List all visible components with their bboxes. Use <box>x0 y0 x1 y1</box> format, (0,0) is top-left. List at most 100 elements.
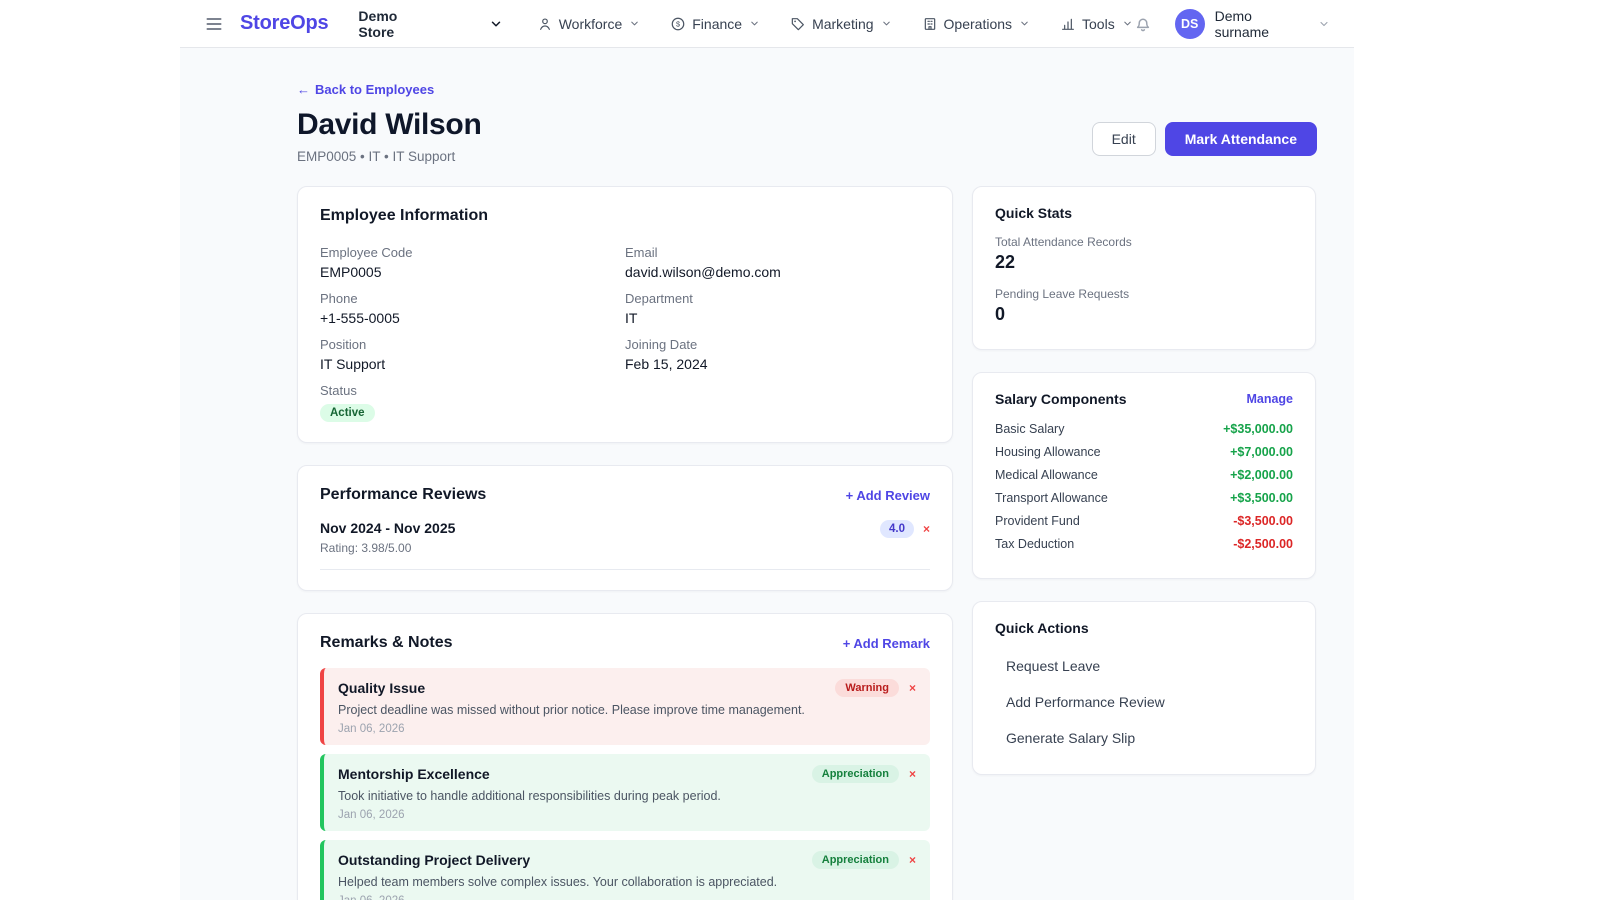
nav-label: Operations <box>943 15 1013 32</box>
back-to-employees-link[interactable]: ← Back to Employees <box>297 82 434 97</box>
salary-row-transport-allowance: Transport Allowance +$3,500.00 <box>995 491 1293 505</box>
quick-actions-list: Request Leave Add Performance Review Gen… <box>995 648 1293 756</box>
edit-button[interactable]: Edit <box>1091 122 1156 156</box>
salary-row-tax-deduction: Tax Deduction -$2,500.00 <box>995 537 1293 551</box>
salary-rows: Basic Salary +$35,000.00 Housing Allowan… <box>995 422 1293 551</box>
chevron-down-icon[interactable] <box>1318 18 1330 30</box>
status-badge: Active <box>320 404 375 422</box>
chevron-down-icon <box>749 18 760 29</box>
add-remark-link[interactable]: + Add Remark <box>842 635 930 651</box>
generate-salary-slip-action[interactable]: Generate Salary Slip <box>1006 730 1136 746</box>
note-body: Helped team members solve complex issues… <box>338 875 778 889</box>
note-title: Outstanding Project Delivery <box>338 852 531 868</box>
bell-icon[interactable] <box>1133 14 1153 34</box>
page-header-titles: David Wilson EMP0005 • IT • IT Support <box>297 108 482 164</box>
user-avatar[interactable]: DS <box>1174 8 1205 39</box>
review-row: Nov 2024 - Nov 2025 Rating: 3.98/5.00 4.… <box>320 520 930 570</box>
review-score-badge: 4.0 <box>879 520 914 538</box>
hamburger-menu-icon[interactable] <box>204 14 224 34</box>
remarks-notes-card: Remarks & Notes + Add Remark Quality Iss… <box>297 613 953 900</box>
field-label: Email <box>625 245 658 260</box>
review-period: Nov 2024 - Nov 2025 <box>320 520 456 536</box>
notes-list: Quality Issue Warning × Project deadline… <box>320 668 930 900</box>
back-link-label: Back to Employees <box>315 82 435 97</box>
user-name[interactable]: Demo surname <box>1214 7 1270 40</box>
add-review-link[interactable]: + Add Review <box>845 487 930 503</box>
card-title: Quick Actions <box>995 620 1089 636</box>
stat-label: Pending Leave Requests <box>995 287 1130 301</box>
right-column: Quick Stats Total Attendance Records 22 … <box>972 186 1316 797</box>
arrow-left-icon: ← <box>297 82 310 97</box>
note-body: Project deadline was missed without prio… <box>338 703 805 717</box>
note-title: Mentorship Excellence <box>338 766 490 782</box>
note-type-badge: Appreciation <box>811 851 899 869</box>
card-title: Employee Information <box>320 207 489 224</box>
page-subtitle: EMP0005 • IT • IT Support <box>297 149 456 164</box>
field-value: IT <box>625 310 638 326</box>
nav-label: Tools <box>1082 15 1115 32</box>
salary-label: Provident Fund <box>995 514 1080 528</box>
topbar-right: DS Demo surname <box>1133 8 1330 40</box>
employee-information-card: Employee Information Employee Code EMP00… <box>297 186 953 443</box>
store-selector-value: Demo Store <box>358 7 398 40</box>
main-nav: Workforce $ Finance Marketing <box>537 16 1133 32</box>
person-icon <box>537 16 553 32</box>
nav-label: Finance <box>692 15 743 32</box>
delete-review-icon[interactable]: × <box>922 522 930 536</box>
manage-salary-link[interactable]: Manage <box>1246 392 1293 406</box>
content-grid: Employee Information Employee Code EMP00… <box>297 186 1317 900</box>
field-status: Status Active <box>320 383 625 422</box>
field-value: EMP0005 <box>320 264 382 280</box>
field-phone: Phone +1-555-0005 <box>320 291 625 326</box>
salary-row-medical-allowance: Medical Allowance +$2,000.00 <box>995 468 1293 482</box>
chevron-down-icon <box>489 17 503 31</box>
field-label: Position <box>320 337 367 352</box>
store-selector[interactable]: Demo Store <box>358 8 502 40</box>
card-title: Quick Stats <box>995 205 1073 221</box>
salary-label: Housing Allowance <box>995 445 1101 459</box>
field-label: Phone <box>320 291 358 306</box>
salary-row-provident-fund: Provident Fund -$3,500.00 <box>995 514 1293 528</box>
delete-note-icon[interactable]: × <box>908 853 916 867</box>
page-header: David Wilson EMP0005 • IT • IT Support E… <box>297 108 1317 164</box>
note-title: Quality Issue <box>338 680 426 696</box>
salary-row-basic-salary: Basic Salary +$35,000.00 <box>995 422 1293 436</box>
svg-text:$: $ <box>676 19 680 28</box>
stat-pending-leave: Pending Leave Requests 0 <box>995 287 1293 325</box>
stat-total-attendance: Total Attendance Records 22 <box>995 235 1293 273</box>
field-employee-code: Employee Code EMP0005 <box>320 245 625 280</box>
field-value: IT Support <box>320 356 386 372</box>
field-label: Status <box>320 383 357 398</box>
salary-amount: +$35,000.00 <box>1223 422 1293 436</box>
salary-components-card: Salary Components Manage Basic Salary +$… <box>972 372 1316 579</box>
delete-note-icon[interactable]: × <box>908 681 916 695</box>
nav-item-finance[interactable]: $ Finance <box>670 16 760 32</box>
main-content: ← Back to Employees David Wilson EMP0005… <box>180 48 1354 900</box>
left-column: Employee Information Employee Code EMP00… <box>297 186 953 900</box>
nav-item-tools[interactable]: Tools <box>1060 16 1133 32</box>
employee-info-grid: Employee Code EMP0005 Email david.wilson… <box>320 245 930 422</box>
quick-stats-card: Quick Stats Total Attendance Records 22 … <box>972 186 1316 350</box>
brand-logo[interactable]: StoreOps <box>240 12 329 34</box>
nav-item-operations[interactable]: Operations <box>922 16 1030 32</box>
delete-note-icon[interactable]: × <box>908 767 916 781</box>
note-body: Took initiative to handle additional res… <box>338 789 721 803</box>
nav-item-workforce[interactable]: Workforce <box>537 16 641 32</box>
tag-icon <box>790 16 806 32</box>
add-performance-review-action[interactable]: Add Performance Review <box>1006 694 1165 710</box>
stat-value: 0 <box>995 304 1006 324</box>
field-label: Joining Date <box>625 337 698 352</box>
note-type-badge: Warning <box>835 679 899 697</box>
field-value: david.wilson@demo.com <box>625 264 781 280</box>
nav-label: Workforce <box>558 15 623 32</box>
field-email: Email david.wilson@demo.com <box>625 245 930 280</box>
field-label: Department <box>625 291 693 306</box>
request-leave-action[interactable]: Request Leave <box>1006 658 1101 674</box>
mark-attendance-button[interactable]: Mark Attendance <box>1164 122 1317 156</box>
nav-item-marketing[interactable]: Marketing <box>790 16 891 32</box>
stat-label: Total Attendance Records <box>995 235 1132 249</box>
nav-label: Marketing <box>812 15 874 32</box>
salary-label: Basic Salary <box>995 422 1065 436</box>
field-position: Position IT Support <box>320 337 625 372</box>
building-icon <box>922 16 938 32</box>
